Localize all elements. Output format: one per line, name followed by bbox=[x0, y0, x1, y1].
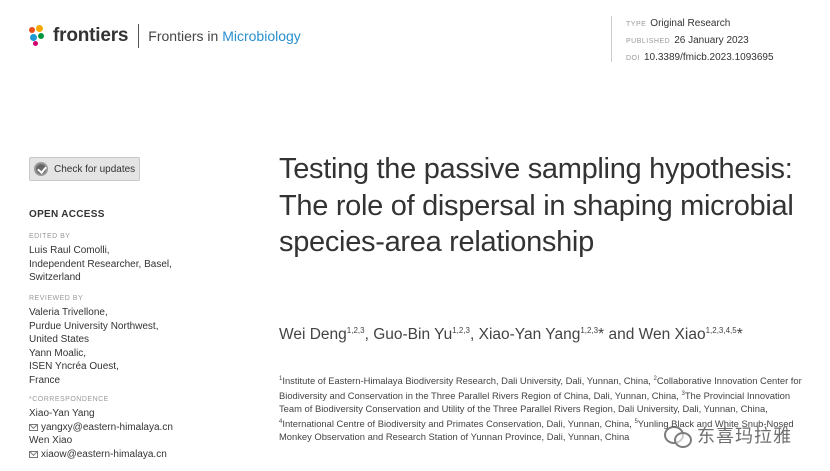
correspondent-email[interactable]: yangxy@eastern-himalaya.cn bbox=[29, 421, 229, 435]
affiliation-sup: 5 bbox=[634, 418, 638, 425]
frontiers-logo[interactable]: frontiers Frontiers in Microbiology bbox=[29, 24, 301, 48]
reviewed-by-label: REVIEWED BY bbox=[29, 295, 84, 302]
author[interactable]: Wen Xiao1,2,3,4,5* bbox=[639, 326, 743, 343]
published-date: PUBLISHED 26 January 2023 bbox=[626, 35, 749, 46]
author-name: Xiao-Yan Yang bbox=[478, 326, 581, 343]
wechat-icon bbox=[664, 424, 692, 448]
affiliation-sup: 4 bbox=[279, 418, 283, 425]
reviewer-line: Yann Moalic, bbox=[29, 347, 87, 359]
article-title: Testing the passive sampling hypothesis:… bbox=[279, 153, 794, 258]
brand-name: frontiers bbox=[53, 25, 129, 46]
author-name: Wen Xiao bbox=[638, 326, 706, 343]
author-name: Wei Deng bbox=[279, 326, 347, 343]
editor-line: Independent Researcher, Basel, bbox=[29, 258, 172, 270]
affiliation-text: Institute of Eastern-Himalaya Biodiversi… bbox=[282, 375, 654, 386]
affiliation-text: The Provincial Innovation Team of Biodiv… bbox=[279, 389, 791, 415]
affiliation-text: Yunling Black and White Snub-Nosed Monke… bbox=[279, 417, 794, 443]
author-affiliation-sup: 1,2,3,4,5 bbox=[705, 326, 737, 335]
editor-line: Switzerland bbox=[29, 272, 81, 283]
reviewer-line: Valeria Trivellone, bbox=[29, 307, 108, 318]
open-access-label: OPEN ACCESS bbox=[29, 209, 105, 220]
correspondent-name: Wen Xiao bbox=[29, 435, 73, 446]
check-icon bbox=[34, 162, 48, 176]
correspondence-label: *CORRESPONDENCE bbox=[29, 396, 109, 403]
envelope-icon bbox=[29, 450, 38, 458]
editor-line: Luis Raul Comolli, bbox=[29, 245, 110, 256]
author-affiliation-sup: 1,2,3 bbox=[580, 326, 599, 335]
corresponding-mark: * bbox=[598, 326, 605, 343]
article-type: TYPE Original Research bbox=[626, 18, 731, 29]
reviewed-by-section: REVIEWED BY Valeria Trivellone, Purdue U… bbox=[29, 294, 229, 387]
article-meta: TYPE Original Research PUBLISHED 26 Januar… bbox=[611, 16, 774, 63]
envelope-icon bbox=[29, 423, 38, 431]
affiliation-text: Collaborative Innovation Center for Biod… bbox=[279, 375, 802, 401]
frontiers-logo-icon bbox=[29, 25, 47, 47]
affiliations: 1Institute of Eastern-Himalaya Biodivers… bbox=[279, 373, 804, 444]
corresponding-mark: * bbox=[736, 326, 743, 343]
journal-name[interactable]: Frontiers in Microbiology bbox=[148, 28, 301, 44]
edited-by-section: EDITED BY Luis Raul Comolli, Independent… bbox=[29, 232, 229, 285]
affiliation-sup: 3 bbox=[681, 390, 685, 397]
reviewer-line: United States bbox=[29, 334, 90, 345]
author[interactable]: Wei Deng1,2,3 bbox=[279, 326, 365, 343]
affiliation-sup: 2 bbox=[653, 376, 657, 382]
watermark-text: 东喜玛拉雅 bbox=[697, 426, 792, 447]
author-list: Wei Deng1,2,3, Guo-Bin Yu1,2,3, Xiao-Yan… bbox=[279, 326, 743, 343]
reviewer-line: France bbox=[29, 374, 61, 386]
author-affiliation-sup: 1,2,3 bbox=[346, 326, 365, 335]
check-for-updates-button[interactable]: Check for updates bbox=[29, 157, 140, 181]
edited-by-label: EDITED BY bbox=[29, 233, 71, 240]
author-affiliation-sup: 1,2,3 bbox=[452, 326, 470, 335]
reviewer-line: Purdue University Northwest, bbox=[29, 320, 159, 332]
author[interactable]: Guo-Bin Yu1,2,3 bbox=[373, 326, 470, 343]
author[interactable]: Xiao-Yan Yang1,2,3* bbox=[479, 326, 605, 343]
doi[interactable]: DOI 10.3389/fmicb.2023.1093695 bbox=[626, 52, 774, 63]
affiliation-text: International Centre of Biodiversity and… bbox=[282, 417, 635, 429]
correspondent-email[interactable]: xiaow@eastern-himalaya.cn bbox=[29, 448, 229, 462]
correspondence-section: *CORRESPONDENCE Xiao-Yan Yang yangxy@eas… bbox=[29, 395, 229, 461]
author-name: Guo-Bin Yu bbox=[373, 326, 453, 343]
logo-divider bbox=[138, 24, 140, 48]
affiliation-sup: 1 bbox=[279, 376, 283, 382]
wechat-watermark: 东喜玛拉雅 bbox=[664, 422, 792, 448]
check-for-updates-label: Check for updates bbox=[54, 163, 136, 175]
correspondent-name: Xiao-Yan Yang bbox=[29, 408, 95, 419]
reviewer-line: ISEN Yncréa Ouest, bbox=[29, 361, 119, 372]
